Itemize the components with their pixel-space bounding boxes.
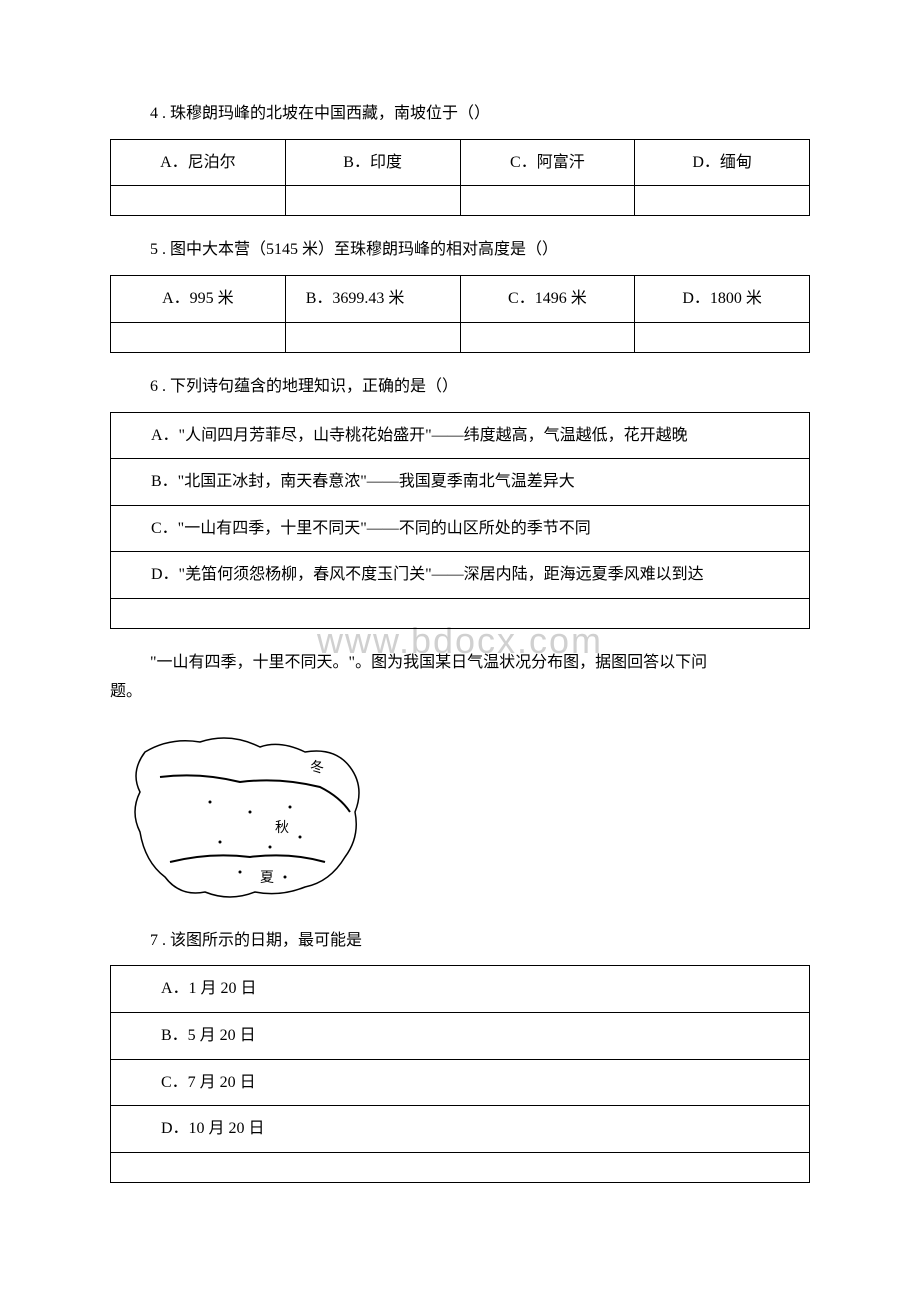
intro-line1: "一山有四季，十里不同天。"。图为我国某日气温状况分布图，据图回答以下问 (150, 654, 707, 671)
question-6-text: 6 . 下列诗句蕴含的地理知识，正确的是（） (150, 373, 810, 402)
option-c: C．1496 米 (460, 276, 635, 323)
map-dot (219, 840, 222, 843)
map-outline (135, 738, 359, 897)
option-a: A．"人间四月芳菲尽，山寺桃花始盛开"——纬度越高，气温越低，花开越晚 (111, 412, 810, 459)
map-dot (239, 870, 242, 873)
table-row: A．995 米 B．3699.43 米 C．1496 米 D．1800 米 (111, 276, 810, 323)
empty-cell (111, 1152, 810, 1182)
table-row: A．尼泊尔 B．印度 C．阿富汗 D．缅甸 (111, 139, 810, 186)
map-dot (269, 845, 272, 848)
option-d: D．1800 米 (635, 276, 810, 323)
question-7-text: 7 . 该图所示的日期，最可能是 (150, 927, 810, 956)
china-map-svg: 冬 秋 夏 (110, 722, 370, 912)
option-a: A．995 米 (111, 276, 286, 323)
map-dot (284, 875, 287, 878)
map-dot (209, 800, 212, 803)
option-c: C．"一山有四季，十里不同天"——不同的山区所处的季节不同 (111, 505, 810, 552)
table-row: D．"羌笛何须怨杨柳，春风不度玉门关"——深居内陆，距海远夏季风难以到达 (111, 552, 810, 599)
question-5-options-table: A．995 米 B．3699.43 米 C．1496 米 D．1800 米 (110, 275, 810, 353)
empty-cell (635, 186, 810, 216)
empty-cell (111, 322, 286, 352)
empty-cell (111, 598, 810, 628)
question-7-options-table: A．1 月 20 日 B．5 月 20 日 C．7 月 20 日 D．10 月 … (110, 965, 810, 1182)
map-dot (289, 805, 292, 808)
map-dot (299, 835, 302, 838)
option-a: A．1 月 20 日 (111, 966, 810, 1013)
intro-paragraph: "一山有四季，十里不同天。"。图为我国某日气温状况分布图，据图回答以下问 题。 (110, 649, 810, 707)
map-boundary-line-1 (160, 775, 350, 812)
intro-line2: 题。 (110, 683, 142, 700)
map-label-winter: 冬 (310, 760, 324, 776)
table-row (111, 322, 810, 352)
empty-cell (111, 186, 286, 216)
option-d: D．"羌笛何须怨杨柳，春风不度玉门关"——深居内陆，距海远夏季风难以到达 (111, 552, 810, 599)
map-container: 冬 秋 夏 (110, 722, 810, 912)
map-label-autumn: 秋 (275, 820, 289, 836)
table-row (111, 598, 810, 628)
map-boundary-line-2 (170, 855, 325, 862)
map-label-summer: 夏 (260, 870, 274, 886)
table-row: D．10 月 20 日 (111, 1106, 810, 1153)
option-a: A．尼泊尔 (111, 139, 286, 186)
empty-cell (460, 186, 635, 216)
option-c: C．阿富汗 (460, 139, 635, 186)
table-row: B．5 月 20 日 (111, 1012, 810, 1059)
table-row: C．7 月 20 日 (111, 1059, 810, 1106)
table-row: A．1 月 20 日 (111, 966, 810, 1013)
option-b: B．"北国正冰封，南天春意浓"——我国夏季南北气温差异大 (111, 459, 810, 506)
question-4-options-table: A．尼泊尔 B．印度 C．阿富汗 D．缅甸 (110, 139, 810, 217)
question-6-options-table: A．"人间四月芳菲尽，山寺桃花始盛开"——纬度越高，气温越低，花开越晚 B．"北… (110, 412, 810, 629)
map-dot (249, 810, 252, 813)
table-row (111, 186, 810, 216)
option-d: D．10 月 20 日 (111, 1106, 810, 1153)
option-b: B．印度 (285, 139, 460, 186)
option-c: C．7 月 20 日 (111, 1059, 810, 1106)
empty-cell (285, 186, 460, 216)
question-4-text: 4 . 珠穆朗玛峰的北坡在中国西藏，南坡位于（） (150, 100, 810, 129)
table-row: A．"人间四月芳菲尽，山寺桃花始盛开"——纬度越高，气温越低，花开越晚 (111, 412, 810, 459)
empty-cell (460, 322, 635, 352)
empty-cell (635, 322, 810, 352)
table-row: B．"北国正冰封，南天春意浓"——我国夏季南北气温差异大 (111, 459, 810, 506)
table-row: C．"一山有四季，十里不同天"——不同的山区所处的季节不同 (111, 505, 810, 552)
option-b: B．3699.43 米 (285, 276, 460, 323)
document-content: 4 . 珠穆朗玛峰的北坡在中国西藏，南坡位于（） A．尼泊尔 B．印度 C．阿富… (110, 100, 810, 1183)
option-b: B．5 月 20 日 (111, 1012, 810, 1059)
empty-cell (285, 322, 460, 352)
question-5-text: 5 . 图中大本营（5145 米）至珠穆朗玛峰的相对高度是（） (150, 236, 810, 265)
option-d: D．缅甸 (635, 139, 810, 186)
table-row (111, 1152, 810, 1182)
china-map-figure: 冬 秋 夏 (110, 722, 370, 912)
